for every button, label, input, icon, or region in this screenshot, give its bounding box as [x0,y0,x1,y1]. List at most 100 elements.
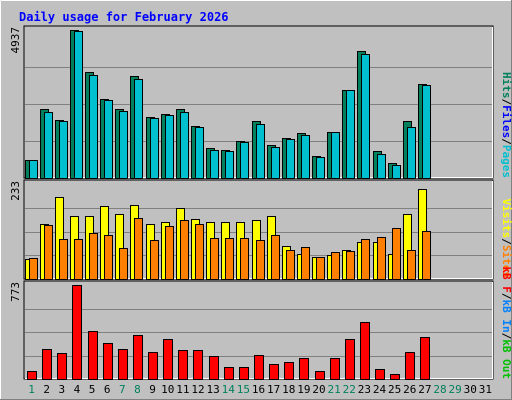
bar-sites [195,224,204,280]
bar-sites [346,251,355,280]
x-tick-label: 1 [28,383,35,396]
bar-kb-f [239,367,249,380]
x-tick-label: 22 [343,383,356,396]
bar-pages [331,132,340,179]
bar-pages [89,75,98,179]
bar-kb-f [42,349,52,380]
bar-kb-f [315,371,325,380]
bar-kb-f [420,337,430,380]
bar-pages [119,111,128,179]
x-tick-label: 14 [222,383,236,396]
bar-sites [316,257,325,280]
legend-hits-files-pages: Hits/Files/Pages [500,72,512,178]
x-tick-label: 9 [149,383,156,396]
bars [25,30,431,380]
x-tick-label: 7 [119,383,126,396]
bar-sites [240,238,249,280]
y-max-label-hits: 4937 [9,27,22,54]
bar-sites [165,226,174,280]
bar-sites [301,247,310,280]
legend-entry: Pages [500,145,512,178]
bar-sites [286,250,295,280]
bar-kb-f [224,367,234,380]
bar-pages [377,154,386,179]
bar-kb-f [72,285,82,380]
bar-kb-f [209,356,219,380]
bar-pages [29,160,38,179]
bar-sites [44,225,53,280]
bar-sites [331,252,340,280]
bar-pages [104,100,113,179]
x-tick-label: 8 [134,383,141,396]
bar-sites [392,228,401,280]
bar-kb-f [148,352,158,380]
bar-kb-f [330,358,340,380]
bar-sites [361,239,370,280]
legend-entry: kB Out [500,339,512,379]
bar-kb-f [299,358,309,380]
legend-entry: / [500,333,512,340]
x-tick-label: 28 [433,383,446,396]
bar-pages [59,121,68,179]
bar-pages [316,157,325,179]
bar-kb-f [133,335,143,380]
bar-pages [240,142,249,179]
bar-sites [225,238,234,280]
x-tick-label: 30 [464,383,477,396]
legend-entry: Visits [500,199,512,239]
bar-kb-f [118,349,128,380]
bar-pages [392,165,401,179]
x-tick-label: 24 [373,383,387,396]
legend-entry: / [500,293,512,300]
x-tick-label: 15 [237,383,250,396]
bar-pages [422,85,431,179]
legend-entry: kB In [500,300,512,333]
bar-pages [301,135,310,179]
bar-sites [422,231,431,280]
bar-sites [119,248,128,280]
bar-pages [195,127,204,179]
legend-entry: Hits [500,72,512,99]
bar-pages [361,54,370,179]
x-tick-label: 25 [388,383,401,396]
legend-entry: / [500,238,512,245]
x-axis-labels: 1 2 3 4 5 6 7 8 9 10 11 12 13 14 15 16 17 18 19 20 21 22 23 24 2… [28,383,492,396]
bar-kb-f [88,331,98,380]
bar-kb-f [254,355,264,380]
x-tick-label: 29 [449,383,462,396]
x-tick-label: 31 [479,383,492,396]
legend-entry: / [500,138,512,145]
x-tick-label: 26 [403,383,416,396]
y-max-label-visits: 233 [9,181,22,201]
bar-kb-f [375,369,385,380]
bar-sites [150,240,159,280]
x-tick-label: 27 [418,383,431,396]
bar-sites [180,220,189,280]
bar-kb-f [178,350,188,380]
legend-entry: kB F [500,266,512,293]
legend-entry: / [500,99,512,106]
bar-pages [271,147,280,179]
bar-pages [180,112,189,179]
bar-sites [59,239,68,280]
bar-kb-f [405,352,415,380]
bar-pages [286,139,295,179]
bar-sites [256,240,265,280]
bar-sites [407,250,416,280]
bar-sites [89,233,98,280]
bar-kb-f [360,322,370,380]
bar-pages [210,150,219,179]
bar-pages [256,124,265,179]
bar-pages [346,90,355,179]
bar-kb-f [163,339,173,380]
x-tick-label: 19 [297,383,310,396]
bar-pages [74,31,83,179]
bar-sites [74,239,83,280]
bar-pages [150,118,159,179]
legend-kbytes: kB F/kB In/kB Out [500,266,512,379]
bar-kb-f [284,362,294,380]
x-tick-label: 4 [74,383,81,396]
x-tick-label: 2 [43,383,50,396]
bar-kb-f [57,353,67,380]
